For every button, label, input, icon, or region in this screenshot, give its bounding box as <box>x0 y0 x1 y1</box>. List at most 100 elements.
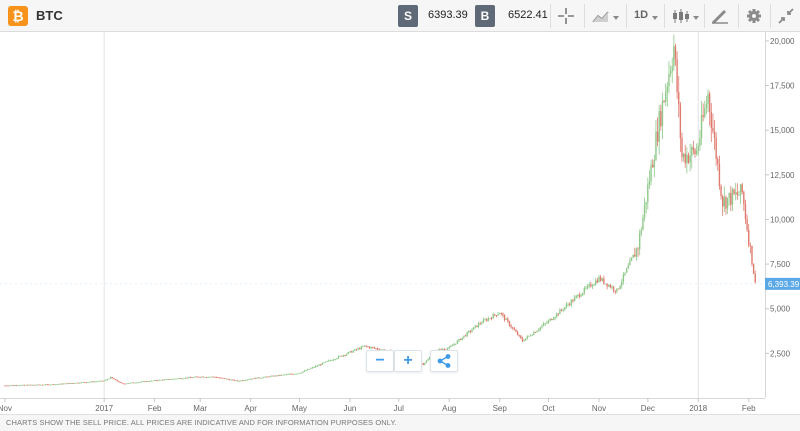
candle-body <box>109 377 112 379</box>
candle-body <box>206 377 208 378</box>
candle-body <box>743 192 745 205</box>
candle-body <box>72 383 74 384</box>
y-tick-label: 15,000 <box>770 126 795 135</box>
candle-body <box>612 286 615 291</box>
candle-body <box>290 373 293 375</box>
candle-body <box>656 131 659 142</box>
candle-body <box>695 151 698 155</box>
candle-body <box>285 374 288 376</box>
candle-body <box>510 325 512 328</box>
candle-body <box>70 383 73 384</box>
price-chart[interactable]: 2,500 5,000 7,500 10,000 12,500 15,000 17,500 2… <box>0 32 800 414</box>
candle-body <box>717 158 719 164</box>
candle-body <box>681 138 683 158</box>
draw-tools-button[interactable] <box>704 4 736 28</box>
candle-body <box>471 329 473 332</box>
candle-body <box>682 153 685 158</box>
candle-body <box>318 364 320 366</box>
candle-body <box>679 104 682 139</box>
candle-body <box>577 294 579 296</box>
candle-body <box>560 309 563 311</box>
y-tick-label: 17,500 <box>770 82 795 91</box>
candle-body <box>365 345 367 347</box>
candle-body <box>635 248 638 257</box>
candle-body <box>502 313 504 316</box>
candle-body <box>339 355 341 357</box>
candle-body <box>694 149 696 155</box>
candle-body <box>48 384 50 386</box>
candle-body <box>183 378 185 380</box>
candle-body <box>336 358 338 360</box>
candle-body <box>562 309 564 311</box>
candle-body <box>254 378 257 379</box>
candle-body <box>718 163 721 186</box>
candle-body <box>41 384 44 386</box>
x-tick-label: Nov <box>592 404 606 413</box>
interval-label: 1D <box>634 9 649 21</box>
candle-body <box>645 202 647 205</box>
chevron-down-icon <box>693 16 699 20</box>
candle-body <box>640 229 642 234</box>
candle-body <box>632 254 634 258</box>
candle-body <box>179 378 182 380</box>
candle-body <box>85 382 87 384</box>
candle-body <box>57 384 60 385</box>
candle-body <box>735 192 737 194</box>
candle-body <box>219 377 221 379</box>
candle-body <box>601 278 603 281</box>
zoom-out-button[interactable]: − <box>366 350 394 372</box>
candle-body <box>116 379 118 382</box>
candle-body <box>292 373 294 375</box>
buy-button[interactable]: B <box>475 5 495 27</box>
candle-body <box>38 384 40 386</box>
candle-body <box>92 381 94 383</box>
candle-body <box>671 66 673 72</box>
candle-style-button[interactable] <box>664 4 702 28</box>
candle-body <box>443 349 446 350</box>
candle-body <box>153 380 156 381</box>
settings-button[interactable] <box>738 4 768 28</box>
line-chart-icon <box>592 11 609 23</box>
candle-body <box>175 378 177 380</box>
candle-body <box>370 347 372 349</box>
candle-body <box>617 288 620 290</box>
candle-body <box>686 154 688 164</box>
candle-body <box>155 380 157 381</box>
crosshair-button[interactable] <box>550 4 580 28</box>
candle-body <box>217 377 219 379</box>
share-button[interactable] <box>430 350 458 372</box>
candle-body <box>287 374 289 375</box>
candle-body <box>80 382 83 384</box>
candle-body <box>481 322 483 324</box>
candle-body <box>376 348 379 350</box>
candle-body <box>739 184 742 196</box>
candle-body <box>245 379 247 381</box>
candle-body <box>197 376 200 378</box>
sell-button[interactable]: S <box>398 5 418 27</box>
candle-body <box>704 108 706 117</box>
candle-body <box>603 278 605 284</box>
candle-body <box>531 334 533 336</box>
candle-body <box>249 378 252 380</box>
y-tick-label: 10,000 <box>770 215 795 224</box>
candle-body <box>4 385 6 387</box>
candle-body <box>35 384 37 386</box>
candle-body <box>705 104 708 109</box>
chart-type-button[interactable] <box>584 4 624 28</box>
candle-body <box>611 286 613 288</box>
candle-body <box>357 348 359 350</box>
candle-body <box>521 338 524 342</box>
zoom-in-button[interactable]: + <box>394 350 422 372</box>
candle-body <box>129 382 131 384</box>
interval-selector[interactable]: 1D <box>626 4 662 28</box>
candle-body <box>321 362 323 365</box>
crosshair-icon <box>558 8 574 24</box>
x-tick-label: Oct <box>542 404 555 413</box>
candle-body <box>523 340 525 342</box>
collapse-button[interactable] <box>770 4 800 28</box>
candle-body <box>606 283 608 287</box>
x-tick-label: May <box>292 404 307 413</box>
chart-toolbar: ₿ BTC S 6393.39 B 6522.41 1D <box>0 0 800 32</box>
candle-body <box>189 377 192 378</box>
candle-body <box>497 314 499 316</box>
